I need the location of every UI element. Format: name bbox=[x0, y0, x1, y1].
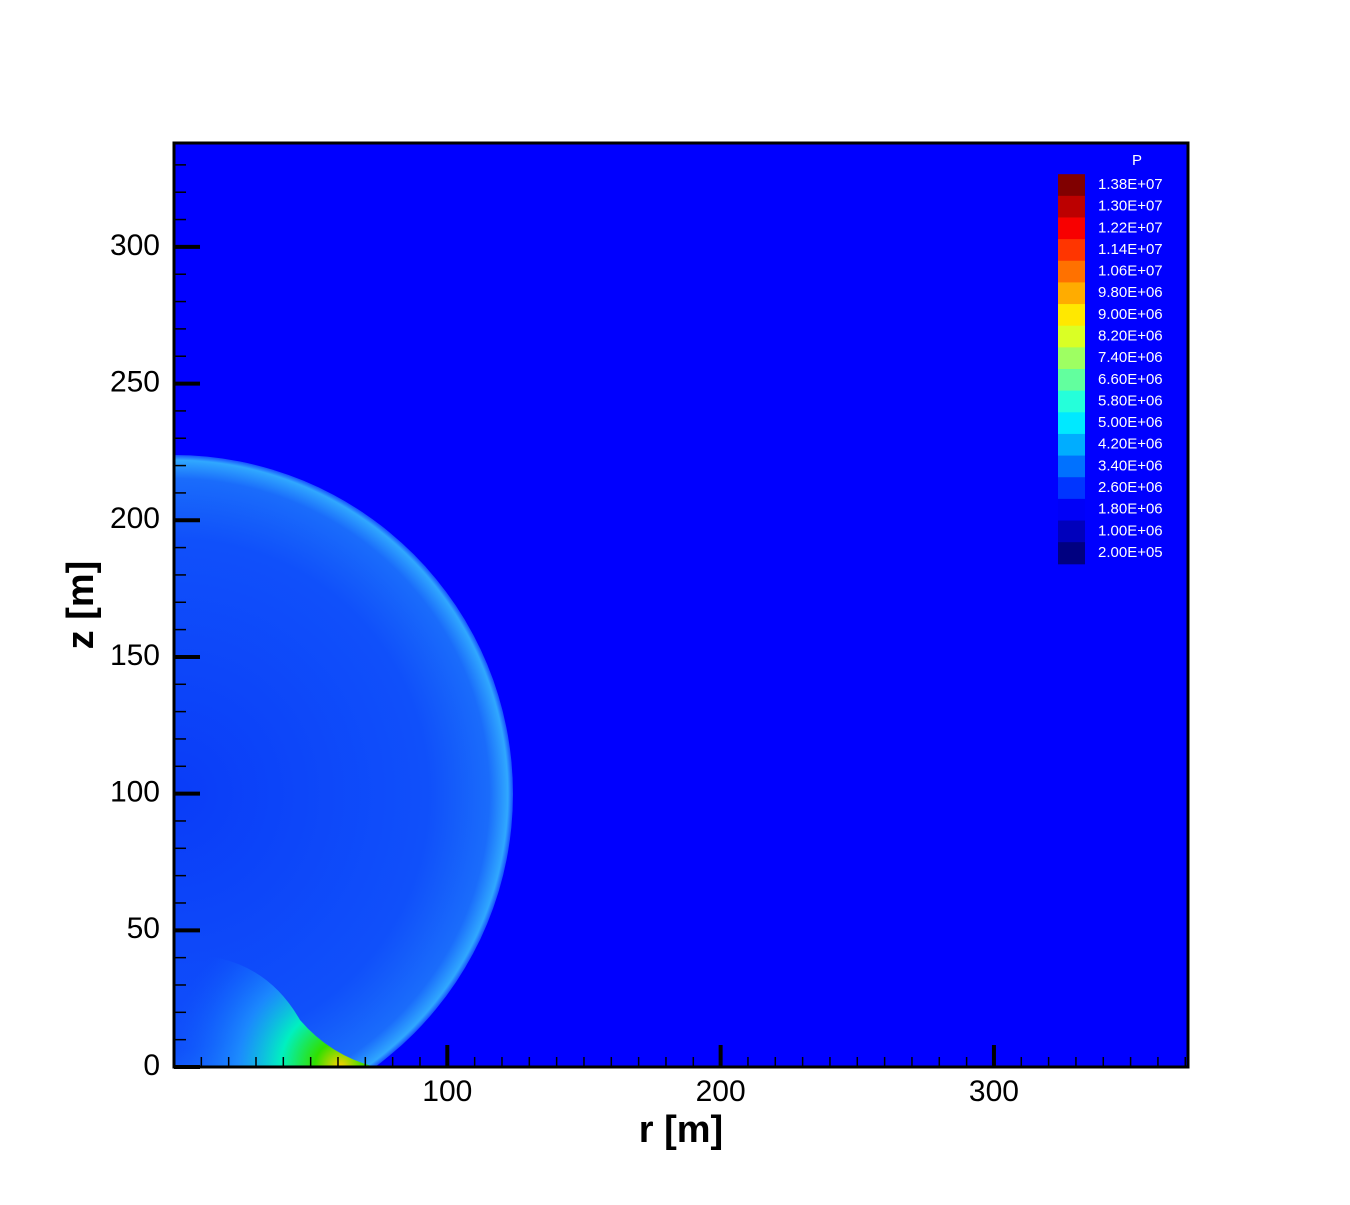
colorbar-swatch bbox=[1058, 455, 1085, 478]
field bbox=[174, 143, 1188, 1067]
colorbar-label: 1.00E+06 bbox=[1098, 522, 1163, 539]
colorbar-swatch bbox=[1058, 520, 1085, 543]
colorbar-label: 8.20E+06 bbox=[1098, 327, 1163, 344]
colorbar-label: 1.80E+06 bbox=[1098, 501, 1163, 518]
y-tick-label: 100 bbox=[110, 776, 160, 809]
x-tick-label: 100 bbox=[422, 1075, 472, 1108]
colorbar-swatch bbox=[1058, 390, 1085, 413]
colorbar-swatch bbox=[1058, 347, 1085, 370]
colorbar-swatch bbox=[1058, 195, 1085, 218]
shock-front bbox=[174, 455, 513, 1067]
colorbar-label: 9.00E+06 bbox=[1098, 306, 1163, 323]
colorbar-label: 2.00E+05 bbox=[1098, 544, 1163, 561]
colorbar-swatch bbox=[1058, 304, 1085, 327]
colorbar-label: 7.40E+06 bbox=[1098, 349, 1163, 366]
high-pressure-region bbox=[174, 954, 375, 1067]
colorbar-label: 3.40E+06 bbox=[1098, 457, 1163, 474]
colorbar-swatch bbox=[1058, 477, 1085, 500]
colorbar-label: 4.20E+06 bbox=[1098, 436, 1163, 453]
colorbar-swatch bbox=[1058, 260, 1085, 283]
colorbar-swatch bbox=[1058, 498, 1085, 522]
x-tick-label: 200 bbox=[696, 1075, 746, 1108]
colorbar-swatch bbox=[1058, 542, 1085, 565]
colorbar-label: 1.14E+07 bbox=[1098, 241, 1163, 258]
colorbar-swatch bbox=[1058, 239, 1085, 262]
y-tick-label: 200 bbox=[110, 502, 160, 535]
colorbar-swatch bbox=[1058, 174, 1085, 197]
colorbar-label: 6.60E+06 bbox=[1098, 371, 1163, 388]
colorbar-label: 2.60E+06 bbox=[1098, 479, 1163, 496]
colorbar-swatch bbox=[1058, 433, 1085, 457]
y-tick-label: 150 bbox=[110, 639, 160, 672]
plot-frame bbox=[172, 141, 1190, 1069]
x-tick-label: 300 bbox=[969, 1075, 1019, 1108]
colorbar-swatch bbox=[1058, 412, 1085, 435]
colorbar-label: 9.80E+06 bbox=[1098, 284, 1163, 301]
colorbar-swatch bbox=[1058, 217, 1085, 240]
colorbar-title: P bbox=[1132, 152, 1142, 169]
colorbar-label: 1.38E+07 bbox=[1098, 176, 1163, 193]
colorbar-label: 1.06E+07 bbox=[1098, 263, 1163, 280]
y-tick-label: 0 bbox=[143, 1049, 160, 1082]
y-tick-label: 250 bbox=[110, 365, 160, 398]
colorbar-label: 1.22E+07 bbox=[1098, 219, 1163, 236]
colorbar-swatch bbox=[1058, 282, 1085, 305]
y-tick-label: 300 bbox=[110, 229, 160, 262]
y-axis-label: z [m] bbox=[60, 561, 102, 650]
colorbar-swatch bbox=[1058, 369, 1085, 392]
colorbar-label: 5.80E+06 bbox=[1098, 392, 1163, 409]
colorbar-label: 5.00E+06 bbox=[1098, 414, 1163, 431]
y-tick-label: 50 bbox=[127, 912, 160, 945]
colorbar-label: 1.30E+07 bbox=[1098, 198, 1163, 215]
x-axis-label: r [m] bbox=[639, 1109, 723, 1151]
colorbar-swatch bbox=[1058, 325, 1085, 348]
